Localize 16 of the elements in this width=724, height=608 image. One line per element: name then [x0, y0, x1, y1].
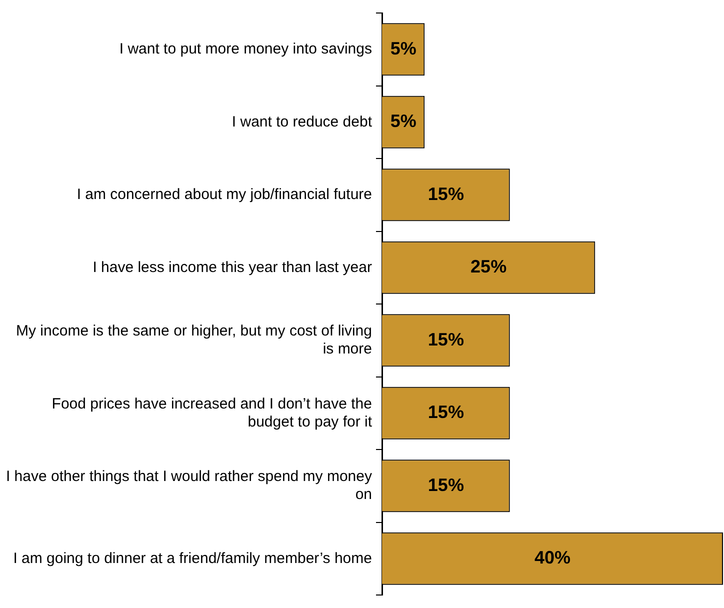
- data-label: 15%: [428, 329, 464, 350]
- data-label: 5%: [390, 111, 416, 132]
- data-label: 25%: [470, 256, 507, 277]
- y-tick-label: I have other things that I would rather spend my money on: [6, 468, 372, 504]
- data-label: 15%: [428, 184, 464, 204]
- y-tick-label: I want to put more money into savings: [119, 40, 372, 58]
- data-label: 15%: [428, 474, 464, 495]
- data-label: 5%: [390, 38, 416, 58]
- y-tick-label: I want to reduce debt: [232, 113, 373, 130]
- y-tick-label: I have less income this year than last year: [92, 258, 372, 276]
- y-tick-label: Food prices have increased and I don’t have the budget to pay for it: [52, 395, 373, 430]
- y-tick-label: I am going to dinner at a friend/family member’s home: [13, 550, 372, 567]
- y-tick-label: I am concerned about my job/financial future: [76, 186, 372, 204]
- y-tick-label: My income is the same or higher, but my cost of living is more: [16, 322, 372, 358]
- data-label: 40%: [534, 548, 571, 568]
- data-label: 15%: [428, 402, 464, 422]
